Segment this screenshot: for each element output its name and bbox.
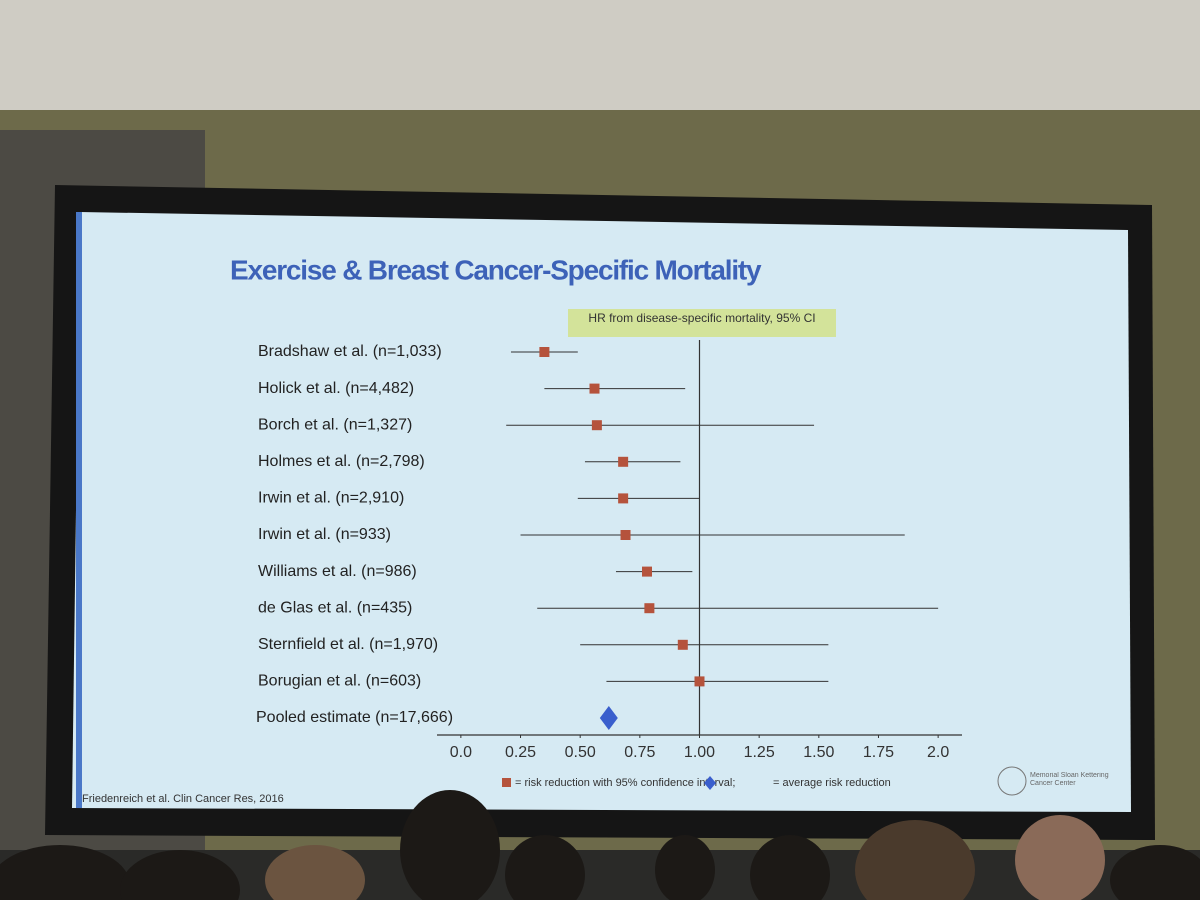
point-estimate: [591, 420, 602, 431]
point-estimate: [539, 347, 550, 357]
head: [655, 835, 715, 900]
x-tick-label: 0.75: [624, 744, 655, 761]
forest-plot: 0.0 0.25 0.50 0.75 1.00 1.25 1.50 1.75 2.0 Bradsh…: [256, 340, 962, 790]
head: [400, 790, 500, 900]
legend-square: [502, 778, 511, 787]
head: [1110, 845, 1200, 900]
study-label: Sternfield et al. (n=1,970): [258, 636, 438, 653]
legend-interval: = risk reduction with 95% confidence int…: [515, 777, 735, 789]
study-label: Irwin et al. (n=2,910): [258, 490, 404, 507]
study-label: Bradshaw et al. (n=1,033): [258, 343, 442, 360]
x-tick-label: 0.0: [450, 744, 472, 761]
study-label: de Glas et al. (n=435): [258, 599, 412, 616]
header-box: [568, 309, 836, 337]
head: [750, 835, 830, 900]
pooled-diamond: [599, 706, 618, 730]
x-tick-label: 1.00: [684, 744, 715, 761]
audience: [0, 790, 1200, 900]
point-estimate: [618, 456, 629, 467]
logo-mark: [997, 766, 1027, 796]
point-estimate: [642, 566, 652, 577]
point-estimate: [677, 639, 688, 650]
head: [855, 820, 975, 900]
point-estimate: [589, 383, 600, 394]
head: [1015, 815, 1105, 900]
slide: [72, 212, 1131, 812]
logo-wrap: Memorial Sloan Kettering Cancer Center: [1030, 772, 1109, 787]
header-wrap: HR from disease-specific mortality, 95% …: [588, 311, 816, 325]
study-label: Holick et al. (n=4,482): [258, 380, 414, 397]
head: [265, 845, 365, 900]
point-estimate: [644, 603, 655, 614]
x-tick-label: 1.75: [863, 744, 894, 761]
x-tick-label: 2.0: [927, 744, 949, 761]
study-label: Holmes et al. (n=2,798): [258, 453, 425, 470]
head: [505, 835, 585, 900]
header: HR from disease-specific mortality, 95% …: [588, 311, 816, 325]
slide-edge: [76, 212, 82, 808]
point-estimate: [694, 676, 705, 687]
study-label: Irwin et al. (n=933): [258, 526, 391, 543]
point-estimate: [620, 530, 631, 540]
study-label: Borugian et al. (n=603): [258, 673, 421, 690]
x-tick-label: 0.50: [565, 744, 596, 761]
pooled-label: Pooled estimate (n=17,666): [256, 709, 453, 726]
legend-diamond: [704, 776, 716, 790]
study-label: Williams et al. (n=986): [258, 563, 417, 580]
title: Exercise & Breast Cancer-Specific Mortal…: [230, 254, 762, 285]
source: Friedenreich et al. Clin Cancer Res, 201…: [82, 793, 284, 805]
legend-pooled: = average risk reduction: [773, 777, 891, 789]
head: [0, 845, 130, 900]
x-tick-label: 1.50: [803, 744, 834, 761]
x-tick-label: 1.25: [744, 744, 775, 761]
x-tick-label: 0.25: [505, 744, 536, 761]
head: [120, 850, 240, 900]
point-estimate: [618, 493, 629, 504]
logo: Memorial Sloan Kettering Cancer Center: [1030, 772, 1109, 787]
study-label: Borch et al. (n=1,327): [258, 416, 412, 433]
